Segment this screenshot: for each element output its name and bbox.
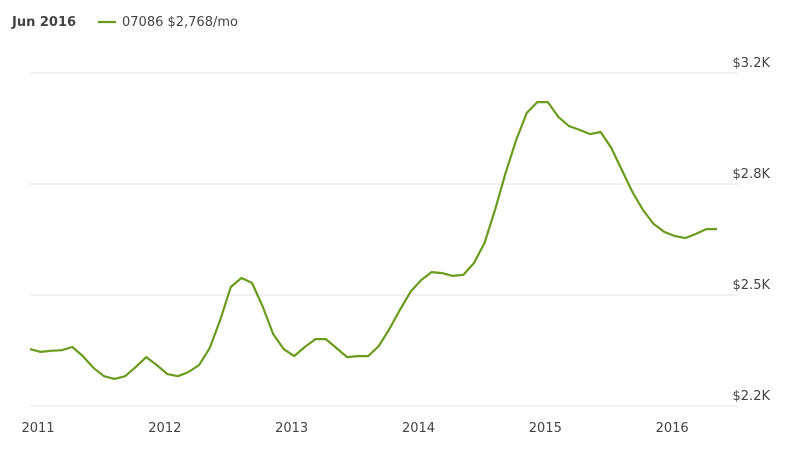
y-tick-label: $2.2K <box>733 389 771 404</box>
y-tick-label: $2.5K <box>733 278 771 293</box>
y-tick-label: $2.8K <box>733 167 771 182</box>
x-tick-label: 2016 <box>656 421 689 436</box>
y-tick-label: $3.2K <box>733 56 771 71</box>
x-tick-label: 2012 <box>148 421 181 436</box>
legend-label: 07086 $2,768/mo <box>122 15 238 30</box>
x-tick-label: 2013 <box>275 421 308 436</box>
x-tick-label: 2014 <box>402 421 435 436</box>
header-date: Jun 2016 <box>11 15 76 30</box>
series-line <box>29 101 717 380</box>
x-tick-label: 2015 <box>529 421 562 436</box>
x-tick-label: 2011 <box>21 421 54 436</box>
